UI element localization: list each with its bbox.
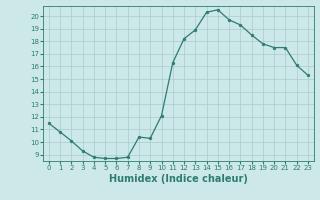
X-axis label: Humidex (Indice chaleur): Humidex (Indice chaleur): [109, 174, 248, 184]
